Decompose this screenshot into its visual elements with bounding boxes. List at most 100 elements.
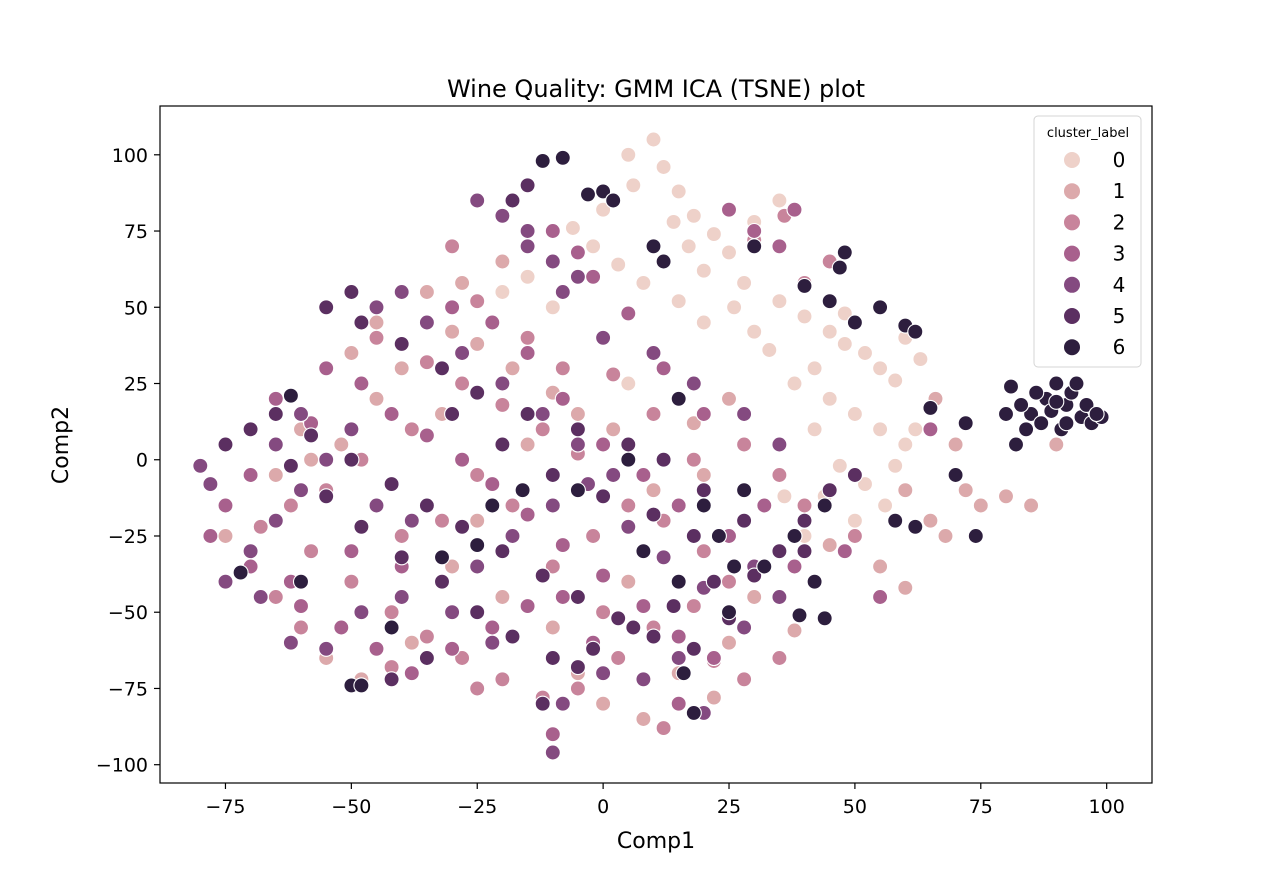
data-point <box>685 598 702 615</box>
data-point <box>514 482 531 499</box>
data-point <box>645 405 662 423</box>
points-layer <box>192 131 1110 761</box>
data-point <box>544 726 561 743</box>
y-tick-label: 0 <box>136 450 148 472</box>
data-point <box>922 421 939 438</box>
data-point <box>625 619 642 636</box>
data-point <box>655 158 672 176</box>
data-point <box>444 558 461 575</box>
data-point <box>645 344 662 362</box>
data-point <box>610 610 627 627</box>
data-point <box>680 238 697 255</box>
data-point <box>393 335 410 352</box>
data-point <box>1058 415 1075 432</box>
data-point <box>645 628 662 645</box>
data-point <box>569 405 586 423</box>
y-tick-label: −75 <box>108 678 148 700</box>
x-tick-label: 50 <box>843 796 867 818</box>
data-point <box>343 344 360 362</box>
data-point <box>484 619 501 636</box>
data-point <box>1068 375 1085 392</box>
data-point <box>292 405 310 423</box>
data-point <box>569 659 586 676</box>
data-point <box>736 619 753 636</box>
data-point <box>907 421 924 438</box>
data-point <box>433 512 451 529</box>
data-point <box>393 527 410 545</box>
data-point <box>494 283 511 301</box>
data-point <box>685 640 702 657</box>
data-point <box>645 131 662 148</box>
y-tick-label: 75 <box>124 221 148 243</box>
data-point <box>620 497 637 514</box>
data-point <box>756 497 773 514</box>
data-point <box>645 238 662 255</box>
data-point <box>635 598 652 615</box>
legend-label: 1 <box>1113 179 1126 203</box>
data-point <box>454 274 471 291</box>
data-point <box>997 488 1015 505</box>
data-point <box>444 238 461 255</box>
data-point <box>454 649 471 667</box>
y-tick-label: 25 <box>124 374 148 396</box>
data-point <box>907 518 924 535</box>
data-point <box>620 518 637 535</box>
data-point <box>418 283 435 301</box>
data-point <box>469 537 486 554</box>
data-point <box>796 512 813 529</box>
data-point <box>736 671 753 688</box>
data-point <box>771 293 788 310</box>
data-point <box>454 451 471 468</box>
data-point <box>519 268 536 285</box>
data-point <box>469 384 486 401</box>
data-point <box>771 649 788 667</box>
plot-frame <box>159 105 1153 784</box>
data-point <box>720 201 738 218</box>
legend-label: 5 <box>1113 304 1126 328</box>
data-point <box>670 183 687 200</box>
data-point <box>1048 375 1065 392</box>
data-point <box>343 451 360 468</box>
x-tick-label: −50 <box>331 796 371 818</box>
legend-title: cluster_label <box>1047 126 1129 141</box>
data-point <box>383 604 400 621</box>
legend-box <box>1033 115 1142 368</box>
data-point <box>267 512 284 529</box>
series-0 <box>494 131 929 545</box>
data-point <box>1048 436 1065 453</box>
data-point <box>333 436 350 453</box>
data-point <box>368 497 385 514</box>
data-point <box>957 482 974 499</box>
data-point <box>403 421 420 438</box>
data-point <box>202 476 219 493</box>
x-tick-label: −75 <box>205 796 245 818</box>
data-point <box>846 314 863 331</box>
data-point <box>685 207 702 224</box>
y-tick-label: 50 <box>124 297 148 319</box>
data-point <box>418 427 435 444</box>
data-point <box>469 512 486 529</box>
data-point <box>897 436 914 453</box>
data-point <box>670 497 687 514</box>
data-point <box>685 375 702 392</box>
data-point <box>897 482 914 499</box>
data-point <box>544 253 561 270</box>
data-point <box>836 244 853 261</box>
y-axis: −100 −75 −50 −25 0 25 50 75 100 <box>96 145 160 777</box>
data-point <box>519 329 536 346</box>
data-point <box>922 512 939 529</box>
data-point <box>685 704 702 721</box>
data-point <box>454 375 471 392</box>
data-point <box>796 308 813 325</box>
data-point <box>831 259 848 276</box>
data-point <box>383 671 400 688</box>
data-point <box>544 466 561 484</box>
data-point <box>318 299 335 316</box>
data-point <box>569 482 586 499</box>
data-point <box>504 192 521 209</box>
data-point <box>403 634 420 651</box>
x-tick-label: 100 <box>1089 796 1125 818</box>
data-point <box>821 323 838 340</box>
data-point <box>418 497 435 514</box>
data-point <box>454 344 471 362</box>
